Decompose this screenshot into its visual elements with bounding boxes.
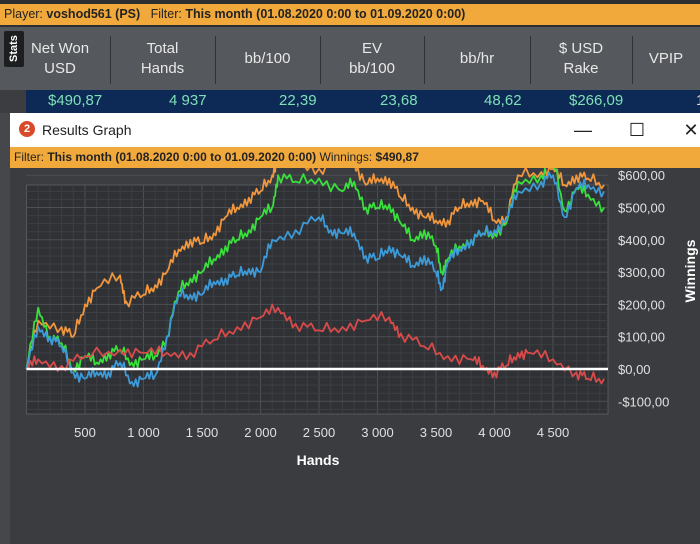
bb-hr-value: 48,62 — [484, 92, 522, 109]
close-button[interactable]: ✕ — [683, 120, 699, 140]
maximize-button[interactable]: ☐ — [628, 120, 646, 140]
x-tick-label: 4 000 — [478, 425, 511, 440]
y-tick-label: $100,00 — [618, 330, 665, 345]
series-line-blue — [25, 171, 605, 388]
x-tick-label: 500 — [74, 425, 96, 440]
player-label: Player: — [4, 7, 43, 21]
total-hands-value: 4 937 — [169, 92, 207, 109]
winnings-label: Winnings: — [319, 150, 373, 164]
filter-label: Filter: — [150, 7, 182, 21]
filter-value: This month (01.08.2020 0:00 to 01.09.202… — [185, 7, 466, 21]
column-header-bb-hr[interactable]: bb/hr — [459, 49, 495, 67]
rake-value: $266,09 — [569, 92, 624, 109]
y-tick-label: $500,00 — [618, 201, 665, 216]
vpip-value: 1 — [696, 92, 700, 109]
left-panel-edge — [0, 113, 10, 544]
y-tick-label: $200,00 — [618, 297, 665, 312]
x-tick-label: 3 000 — [361, 425, 394, 440]
series-line-orange — [25, 168, 605, 370]
winnings-value: $490,87 — [375, 150, 419, 164]
window-title: Results Graph — [42, 122, 132, 138]
x-tick-label: 1 000 — [127, 425, 160, 440]
column-header-rake[interactable]: $ USD Rake — [558, 39, 604, 77]
graph-filter-label: Filter: — [14, 150, 44, 164]
y-tick-label: $400,00 — [618, 233, 665, 248]
y-axis-label: Winnings — [682, 239, 698, 302]
x-tick-label: 1 500 — [186, 425, 219, 440]
minimize-button[interactable]: — — [574, 120, 592, 140]
y-tick-label: $300,00 — [618, 265, 665, 280]
column-header-ev-bb100[interactable]: EV bb/100 — [349, 39, 395, 77]
series-line-red — [25, 303, 605, 385]
results-graph-window: 2 Results Graph — ☐ ✕ Filter: This month… — [10, 113, 700, 544]
y-tick-label: -$100,00 — [618, 394, 669, 409]
stats-tab[interactable]: Stats — [4, 31, 24, 67]
column-header-total-hands[interactable]: Total Hands — [140, 39, 185, 77]
x-axis-label: Hands — [297, 452, 340, 468]
player-filter-bar: Player: voshod561 (PS) Filter: This mont… — [0, 4, 700, 25]
x-tick-label: 3 500 — [420, 425, 453, 440]
ev-bb100-value: 23,68 — [380, 92, 418, 109]
y-tick-label: $0,00 — [618, 362, 651, 377]
x-tick-label: 2 500 — [303, 425, 336, 440]
column-header-bb100[interactable]: bb/100 — [244, 49, 291, 67]
graph-filter-value: This month (01.08.2020 0:00 to 01.09.202… — [47, 150, 317, 164]
window-title-bar[interactable]: 2 Results Graph — ☐ ✕ — [10, 113, 700, 147]
net-won-value: $490,87 — [48, 92, 103, 109]
bb100-value: 22,39 — [279, 92, 317, 109]
stats-header: Stats Net Won USD Total Hands bb/100 EV … — [0, 27, 700, 90]
column-header-vpip[interactable]: VPIP — [648, 49, 684, 67]
app-logo-icon: 2 — [19, 121, 35, 137]
y-tick-label: $600,00 — [618, 168, 665, 183]
x-tick-label: 2 000 — [244, 425, 277, 440]
x-tick-label: 4 500 — [537, 425, 570, 440]
results-chart[interactable]: 500 1 000 1 500 2 000 2 500 3 000 3 500 4 000 4 … — [10, 168, 700, 544]
graph-filter-bar: Filter: This month (01.08.2020 0:00 to 0… — [10, 147, 700, 168]
column-header-net-won[interactable]: Net Won USD — [30, 39, 90, 77]
player-name: voshod561 (PS) — [46, 7, 141, 21]
stats-row[interactable]: $490,87 4 937 22,39 23,68 48,62 $266,09 … — [26, 90, 700, 113]
